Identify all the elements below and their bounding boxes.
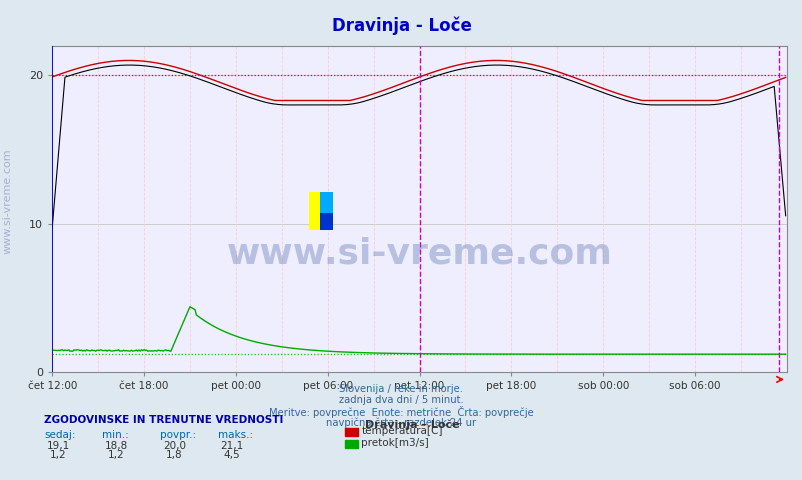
Text: 1,2: 1,2	[108, 450, 124, 460]
Text: sedaj:: sedaj:	[44, 430, 75, 440]
Bar	[309, 192, 320, 230]
Text: Slovenija / reke in morje.: Slovenija / reke in morje.	[339, 384, 463, 394]
Text: www.si-vreme.com: www.si-vreme.com	[226, 236, 612, 270]
Text: povpr.:: povpr.:	[160, 430, 196, 440]
Text: min.:: min.:	[102, 430, 128, 440]
Text: maks.:: maks.:	[217, 430, 253, 440]
Text: Meritve: povprečne  Enote: metrične  Črta: povprečje: Meritve: povprečne Enote: metrične Črta:…	[269, 406, 533, 418]
Text: 1,2: 1,2	[51, 450, 67, 460]
Text: Dravinja - Loče: Dravinja - Loče	[331, 17, 471, 36]
Bar	[320, 192, 333, 213]
Text: 18,8: 18,8	[105, 441, 128, 451]
Text: temperatura[C]: temperatura[C]	[361, 426, 442, 436]
Text: 20,0: 20,0	[163, 441, 185, 451]
Text: 4,5: 4,5	[224, 450, 240, 460]
Text: 21,1: 21,1	[221, 441, 243, 451]
Text: 1,8: 1,8	[166, 450, 182, 460]
Bar	[320, 213, 333, 230]
Text: ZGODOVINSKE IN TRENUTNE VREDNOSTI: ZGODOVINSKE IN TRENUTNE VREDNOSTI	[44, 415, 283, 425]
Text: zadnja dva dni / 5 minut.: zadnja dva dni / 5 minut.	[338, 395, 464, 405]
Text: navpična črta - razdelek 24 ur: navpična črta - razdelek 24 ur	[326, 417, 476, 428]
Text: Dravinja – Loče: Dravinja – Loče	[365, 419, 460, 430]
Text: 19,1: 19,1	[47, 441, 70, 451]
Text: pretok[m3/s]: pretok[m3/s]	[361, 438, 428, 448]
Text: www.si-vreme.com: www.si-vreme.com	[3, 149, 13, 254]
